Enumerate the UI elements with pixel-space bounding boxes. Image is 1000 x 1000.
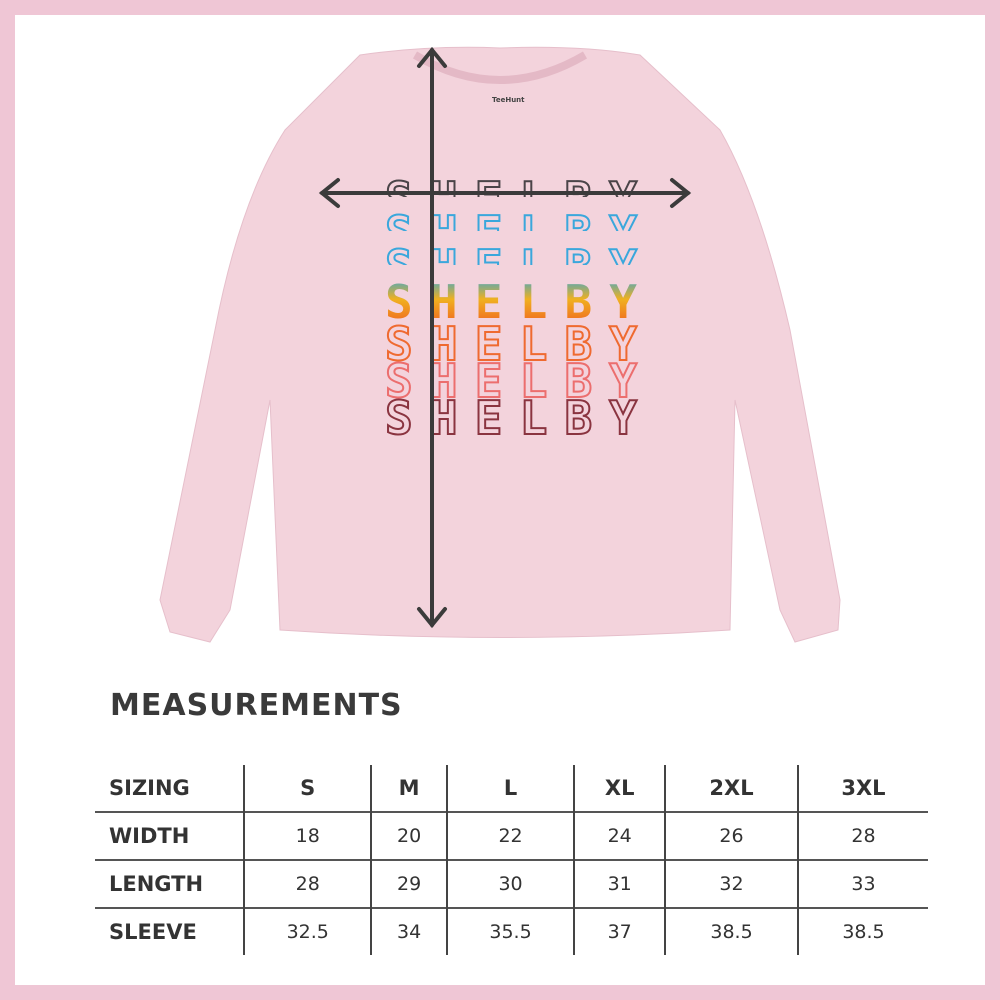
header-cell: L — [445, 765, 575, 812]
cell: 28 — [796, 811, 928, 860]
cell: 31 — [573, 859, 666, 908]
shirt-illustration: TeeHunt SHELBY SHELBY SHELBY SHELBY SHEL… — [159, 46, 841, 643]
cell: 32.5 — [242, 907, 372, 955]
shirt-body — [159, 46, 841, 643]
width-arrow — [318, 178, 692, 208]
header-cell: S — [242, 765, 372, 812]
cell: 22 — [445, 811, 575, 860]
size-chart-table: SIZING S M L XL 2XL 3XL WIDTH 18 20 22 2… — [95, 765, 928, 955]
row-label: SLEEVE — [95, 907, 244, 955]
cell: 30 — [445, 859, 575, 908]
length-arrow — [417, 46, 447, 629]
cell: 35.5 — [445, 907, 575, 955]
brand-label: TeeHunt — [492, 96, 525, 104]
cell: 33 — [796, 859, 928, 908]
cell: 20 — [370, 811, 447, 860]
header-cell: XL — [573, 765, 666, 812]
header-cell: 2XL — [664, 765, 798, 812]
cell: 18 — [242, 811, 372, 860]
row-label: LENGTH — [95, 859, 244, 908]
cell: 26 — [664, 811, 798, 860]
row-label: WIDTH — [95, 811, 244, 860]
cell: 38.5 — [664, 907, 798, 955]
header-cell: 3XL — [796, 765, 928, 812]
cell: 32 — [664, 859, 798, 908]
table-row: SLEEVE 32.5 34 35.5 37 38.5 38.5 — [95, 907, 928, 955]
measurements-title: MEASUREMENTS — [110, 688, 403, 723]
header-cell: SIZING — [109, 776, 190, 800]
cell: 37 — [573, 907, 666, 955]
table-row: LENGTH 28 29 30 31 32 33 — [95, 859, 928, 908]
table-row: WIDTH 18 20 22 24 26 28 — [95, 811, 928, 860]
table-header-row: SIZING S M L XL 2XL 3XL — [95, 765, 928, 812]
cell: 29 — [370, 859, 447, 908]
cell: 34 — [370, 907, 447, 955]
collar — [412, 51, 588, 84]
cell: 28 — [242, 859, 372, 908]
header-cell: M — [370, 765, 447, 812]
cell: 24 — [573, 811, 666, 860]
cell: 38.5 — [796, 907, 928, 955]
